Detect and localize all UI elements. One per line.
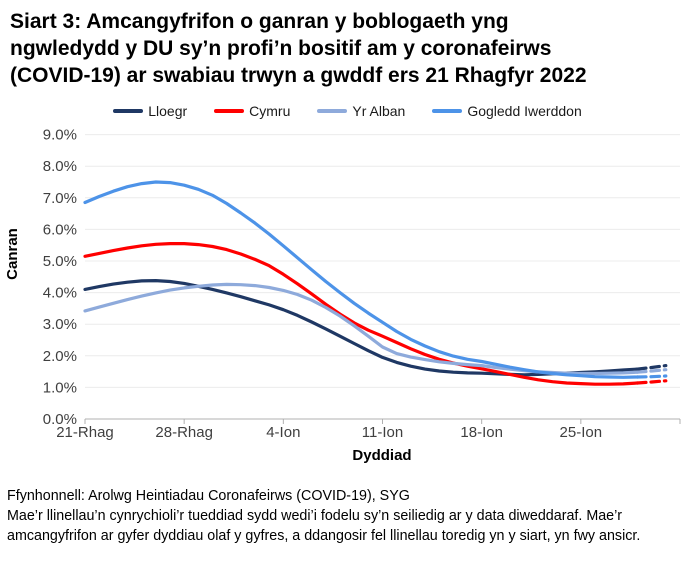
legend-label-lloegr: Lloegr: [148, 103, 188, 119]
legend: Lloegr Cymru Yr Alban Gogledd Iwerddon: [0, 102, 695, 120]
uncertainty-note: Mae’r llinellau’n cynrychioli’r tueddiad…: [7, 508, 641, 544]
x-tick-label: 18-Ion: [460, 424, 503, 441]
y-tick-label: 4.0%: [43, 285, 77, 302]
legend-line-swatch-lloegr: [113, 109, 144, 113]
chart-figure: Siart 3: Amcangyfrifon o ganran y boblog…: [0, 8, 695, 564]
plot-svg: 0.0% 1.0% 2.0% 3.0% 4.0% 5.0% 6.0% 7.0% 8.0% 9.0%…: [4, 127, 681, 464]
series-line-cymru: [83, 241, 640, 386]
legend-label-yr-alban: Yr Alban: [352, 103, 406, 119]
chart-title-line-1: Siart 3: Amcangyfrifon o ganran y boblog…: [10, 10, 509, 33]
legend-item-cymru: Cymru: [214, 103, 290, 119]
y-tick-label: 5.0%: [43, 253, 77, 270]
x-tick-label: 28-Rhag: [155, 424, 213, 441]
legend-line-swatch-gogledd-iwerddon: [432, 109, 463, 113]
x-tick-label: 4-Ion: [266, 424, 300, 441]
legend-label-cymru: Cymru: [249, 103, 291, 119]
chart-title-line-3: (COVID-19) ar swabiau trwyn a gwddf ers …: [10, 64, 587, 87]
y-tick-label: 9.0%: [43, 127, 77, 144]
legend-item-lloegr: Lloegr: [113, 103, 187, 119]
y-tick-label: 3.0%: [43, 316, 77, 333]
series-lines: [83, 180, 668, 386]
legend-item-gogledd-iwerddon: Gogledd Iwerddon: [432, 103, 582, 119]
chart-title-line-2: ngwledydd y DU sy’n profi’n bositif am y…: [10, 37, 552, 60]
y-tick-label: 7.0%: [43, 190, 77, 207]
y-tick-label: 8.0%: [43, 158, 77, 175]
source-note: Ffynhonnell: Arolwg Heintiadau Coronafei…: [7, 488, 410, 504]
footer: Ffynhonnell: Arolwg Heintiadau Coronafei…: [7, 486, 685, 546]
y-axis-title: Canran: [4, 228, 21, 280]
axis-lines: [84, 418, 681, 424]
series-line-lloegr-dashed: [635, 364, 668, 371]
series-line-gogledd-iwerddon-dashed: [635, 374, 668, 379]
series-line-yr-alban: [83, 282, 640, 376]
y-tick-labels: 0.0% 1.0% 2.0% 3.0% 4.0% 5.0% 6.0% 7.0% 8.0% 9.0%: [43, 127, 77, 428]
x-tick-label: 21-Rhag: [56, 424, 114, 441]
series-line-cymru-dashed: [635, 379, 668, 385]
series-line-gogledd-iwerddon: [83, 180, 640, 379]
x-tick-label: 25-Ion: [560, 424, 603, 441]
x-axis-title: Dyddiad: [352, 447, 411, 464]
x-tick-label: 11-Ion: [362, 424, 403, 441]
legend-label-gogledd-iwerddon: Gogledd Iwerddon: [467, 103, 582, 119]
chart-title: Siart 3: Amcangyfrifon o ganran y boblog…: [10, 8, 683, 89]
legend-line-swatch-yr-alban: [317, 109, 348, 113]
x-tick-labels: 21-Rhag 28-Rhag 4-Ion 11-Ion 18-Ion 25-Ion: [56, 424, 602, 441]
legend-line-swatch-cymru: [214, 109, 245, 113]
y-tick-label: 6.0%: [43, 221, 77, 238]
gridlines: [85, 134, 680, 388]
series-line-yr-alban-dashed: [635, 368, 668, 374]
y-tick-label: 2.0%: [43, 348, 77, 365]
y-tick-label: 1.0%: [43, 379, 77, 396]
y-tick-label: 0.0%: [43, 411, 77, 428]
legend-item-yr-alban: Yr Alban: [317, 103, 405, 119]
